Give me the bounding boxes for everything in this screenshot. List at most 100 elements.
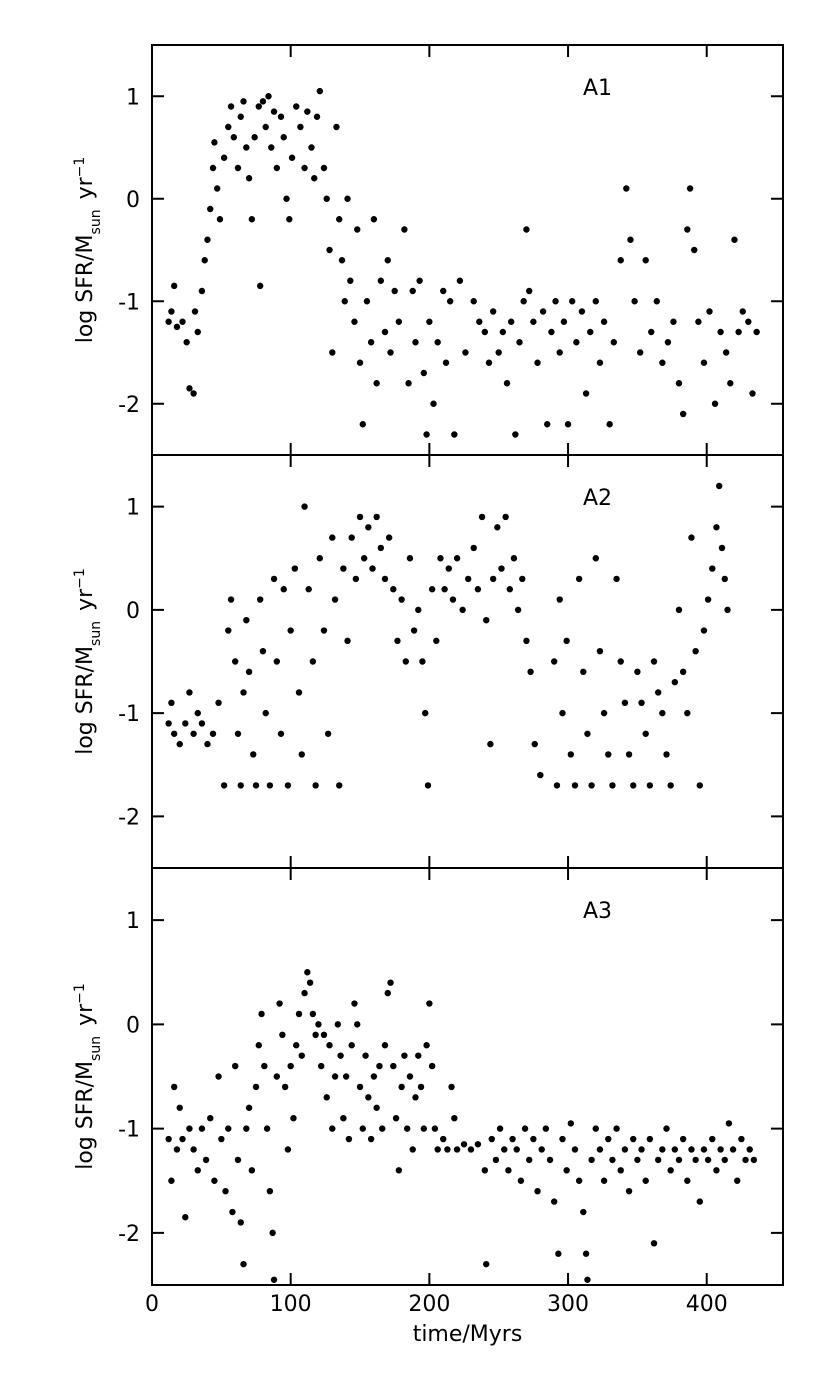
point: [625, 751, 633, 758]
point: [487, 740, 494, 748]
point: [287, 627, 294, 634]
point: [356, 359, 364, 366]
point: [401, 226, 408, 233]
point: [605, 1135, 612, 1143]
point: [483, 617, 490, 624]
point: [509, 1135, 516, 1143]
point: [538, 1146, 545, 1153]
point: [642, 1177, 649, 1184]
point: [731, 236, 738, 243]
point: [459, 606, 466, 614]
point: [209, 730, 217, 737]
point: [424, 782, 432, 789]
point: [462, 349, 469, 356]
point: [359, 421, 366, 428]
point: [700, 1146, 708, 1153]
point: [470, 544, 477, 552]
point: [426, 318, 433, 325]
point: [237, 1219, 244, 1226]
point: [700, 627, 708, 634]
point: [316, 87, 324, 95]
point: [295, 689, 303, 696]
point: [230, 134, 238, 141]
point: [592, 555, 599, 562]
point: [638, 1146, 645, 1153]
point: [243, 144, 250, 151]
point: [711, 400, 719, 407]
point: [544, 421, 551, 428]
point: [403, 1125, 411, 1132]
y-label-main: log SFR/M: [73, 1061, 98, 1170]
point: [324, 730, 332, 737]
point: [446, 298, 454, 305]
point: [654, 1156, 662, 1164]
point: [749, 390, 756, 397]
point: [503, 380, 511, 387]
point: [315, 1021, 322, 1028]
point: [337, 1052, 344, 1059]
y-tick-label: -2: [118, 1222, 140, 1247]
point: [679, 668, 687, 676]
point: [478, 513, 486, 521]
point: [317, 1062, 325, 1070]
point: [696, 1198, 703, 1205]
point: [331, 596, 339, 603]
point: [298, 751, 305, 758]
point: [638, 699, 645, 706]
point: [273, 1073, 281, 1080]
point: [237, 113, 244, 120]
y-label-sup: −1: [72, 568, 88, 589]
point: [276, 1000, 283, 1007]
point: [392, 1115, 400, 1122]
point: [571, 1146, 579, 1153]
point: [650, 1240, 658, 1247]
panel-label: A2: [583, 486, 612, 511]
point: [283, 195, 290, 202]
point: [489, 575, 497, 583]
point: [385, 534, 393, 541]
point: [505, 1167, 512, 1174]
point: [344, 637, 351, 645]
point: [600, 318, 608, 325]
point: [417, 1083, 425, 1091]
point: [356, 513, 364, 521]
y-tick-label: 0: [126, 1013, 140, 1038]
y-label-main: log SFR/M: [73, 646, 98, 755]
point: [679, 410, 687, 418]
plot-frame: [151, 454, 784, 869]
point: [605, 751, 612, 758]
point: [288, 154, 296, 161]
point: [523, 637, 530, 645]
point: [256, 282, 264, 290]
point: [617, 1167, 624, 1174]
point: [588, 782, 595, 789]
point: [659, 359, 666, 366]
point: [255, 1042, 262, 1049]
point: [207, 1115, 214, 1122]
point: [691, 246, 698, 254]
point: [596, 647, 604, 655]
point: [384, 257, 391, 264]
point: [648, 328, 655, 336]
point: [675, 606, 683, 614]
point: [354, 226, 361, 233]
point: [298, 1052, 305, 1059]
point: [406, 1073, 414, 1080]
point: [738, 1135, 745, 1143]
point: [170, 1083, 178, 1091]
point: [234, 164, 242, 172]
point: [663, 1125, 670, 1132]
x-tick-label: 400: [686, 1292, 728, 1317]
point: [280, 134, 287, 141]
y-axis-label: log SFR/Msun yr−1: [72, 983, 104, 1170]
point: [348, 1042, 355, 1049]
point: [329, 534, 336, 541]
point: [245, 1104, 253, 1111]
point: [494, 524, 501, 531]
point: [301, 164, 308, 172]
point: [234, 730, 242, 737]
point: [646, 1135, 654, 1143]
point: [419, 658, 426, 665]
point: [316, 555, 324, 562]
point: [409, 287, 416, 295]
